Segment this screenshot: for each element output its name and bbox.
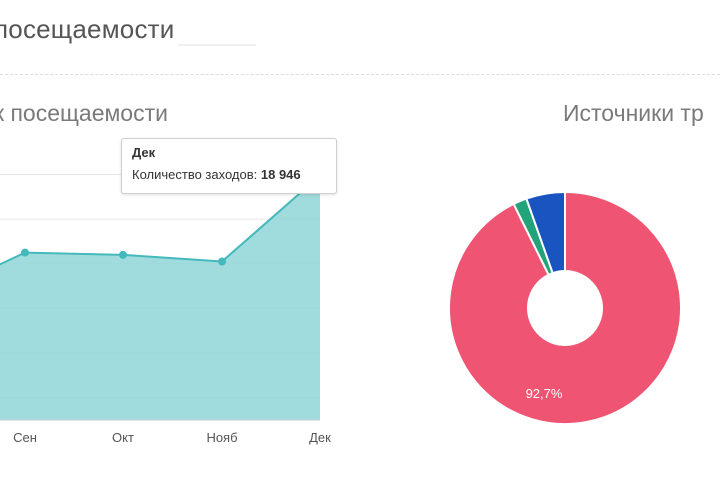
x-tick-label: Нояб: [206, 430, 237, 445]
x-tick-label: Дек: [309, 430, 331, 445]
data-point: [218, 257, 226, 266]
page-title: посещаемости: [0, 14, 175, 44]
pie-slice: [512, 197, 554, 277]
pie-slice-label: 92,7%: [526, 386, 563, 401]
pie-slice: [525, 190, 566, 275]
x-tick-label: Сен: [13, 430, 37, 445]
pie-chart-title: Источники тр: [563, 100, 704, 126]
tooltip-label: Количество заходов:: [132, 167, 258, 182]
line-chart-title: к посещаемости: [0, 100, 168, 126]
visits-area-chart[interactable]: Сен Окт Нояб Дек: [0, 0, 360, 480]
data-point: [119, 250, 127, 259]
tooltip-title: Дек: [132, 145, 156, 160]
area-fill: [0, 175, 320, 420]
tooltip-value: 18 946: [260, 167, 301, 182]
x-tick-label: Окт: [112, 430, 134, 445]
header-divider: [0, 74, 720, 75]
tooltip-row: Количество заходов: 18 946: [132, 167, 326, 182]
chart-tooltip: Дек Количество заходов: 18 946: [121, 138, 337, 194]
title-underline: [178, 44, 256, 46]
data-point: [21, 248, 29, 257]
pie-slice: [448, 190, 682, 425]
